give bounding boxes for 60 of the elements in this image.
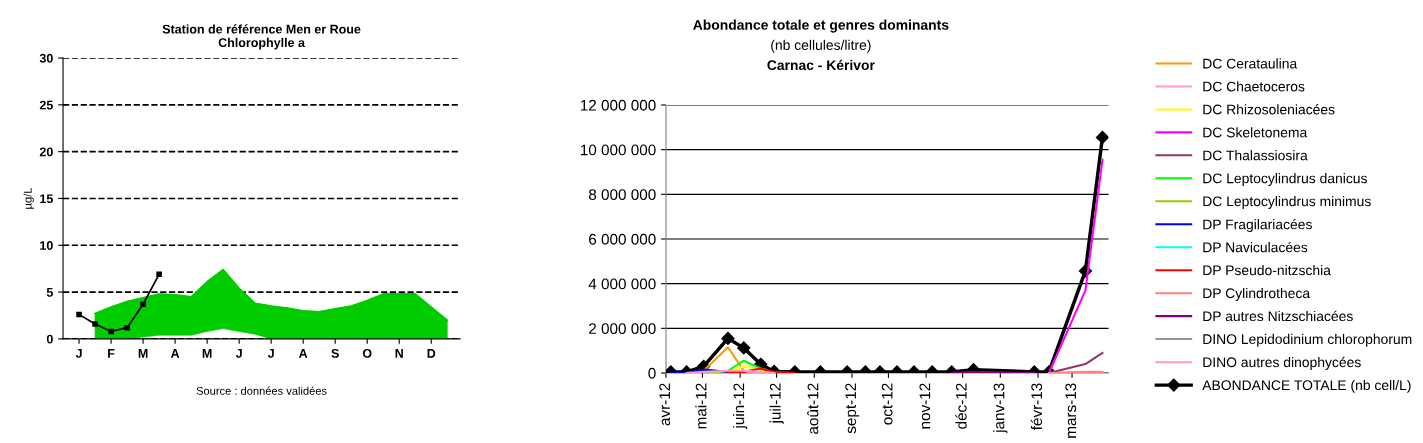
y-tick-label: 10 000 000 [580, 144, 656, 156]
legend-label: DC Thalassiosira [1203, 150, 1308, 161]
legend-label: DP Fragilariacées [1203, 218, 1312, 233]
x-tick-label: A [298, 349, 308, 358]
x-tick-label: juin-12 [733, 383, 748, 429]
legend-label: DP Pseudo-nitzschia [1203, 265, 1331, 276]
y-tick-label: 15 [40, 194, 53, 204]
x-tick-label: M [138, 349, 148, 358]
chart-subtitle: (nb cellules/litre) [771, 39, 871, 53]
y-tick-label: 10 [40, 241, 53, 250]
text: Carnac - Kérivor [767, 59, 875, 71]
legend-label: DP autres Nitzschiacées [1203, 310, 1353, 322]
x-tick-label: D [427, 349, 436, 358]
chart-subtitle: Chlorophylle a [218, 37, 306, 50]
x-tick-label: F [108, 349, 115, 358]
y-tick-label: 8 000 000 [588, 189, 656, 201]
y-tick-label: 12 000 000 [580, 99, 656, 111]
legend-label: DC Rhizosoleniacées [1203, 104, 1335, 115]
chart-title: Abondance totale et genres dominants [693, 19, 949, 33]
y-tick-label: 30 [39, 53, 53, 63]
x-tick-label: O [362, 348, 372, 358]
x-tick-label: mai-12 [695, 383, 707, 429]
x-tick-label: M [202, 349, 212, 358]
legend-label: DC Chaetoceros [1203, 81, 1305, 92]
legend-label: DC Leptocylindrus danicus [1203, 173, 1367, 187]
y-tick-label: 0 [648, 367, 656, 379]
y-axis-title: µg/L [23, 187, 34, 209]
chart-title: Station de référence Men er Roue [162, 24, 361, 34]
x-tick-label: mars-13 [1065, 383, 1077, 438]
y-tick-label: 0 [46, 334, 53, 344]
legend-label: DP Cylindrotheca [1203, 287, 1311, 301]
y-tick-label: 5 [46, 288, 53, 297]
legend-label: DINO autres dinophycées [1203, 356, 1361, 370]
legend-label: DC Cerataulina [1203, 58, 1298, 69]
x-tick-label: avr-12 [659, 383, 671, 426]
x-tick-label: août-12 [807, 383, 819, 434]
y-tick-label: 6 000 000 [589, 233, 656, 245]
x-tick-label: J [267, 349, 274, 358]
legend-label: ABONDANCE TOTALE (nb cell/L) [1202, 379, 1411, 393]
x-tick-label: sept-12 [845, 383, 860, 434]
legend-label: DP Naviculacées [1203, 241, 1308, 253]
legend-label: DC Leptocylindrus minimus [1203, 196, 1371, 209]
x-tick-label: oct-12 [881, 383, 893, 425]
y-tick-label: 2 000 000 [589, 323, 656, 335]
y-tick-label: 20 [39, 147, 53, 157]
source-note: Source : données validées [196, 386, 327, 395]
y-tick-label: 25 [39, 100, 53, 110]
legend-label: DC Skeletonema [1203, 127, 1308, 138]
x-tick-label: J [75, 349, 82, 358]
legend-label: DINO Lepidodinium chlorophorum [1203, 333, 1412, 347]
x-tick-label: A [170, 349, 180, 358]
x-tick-label: N [395, 349, 403, 358]
x-tick-label: janv-13 [993, 383, 1008, 434]
x-tick-label: févr-13 [1030, 383, 1043, 431]
x-tick-label: S [331, 348, 339, 358]
x-tick-label: déc-12 [955, 383, 967, 429]
x-tick-label: J [235, 349, 242, 358]
x-tick-label: juil-12 [769, 383, 784, 424]
y-tick-label: 4 000 000 [588, 278, 656, 290]
x-tick-label: nov-12 [919, 383, 931, 429]
